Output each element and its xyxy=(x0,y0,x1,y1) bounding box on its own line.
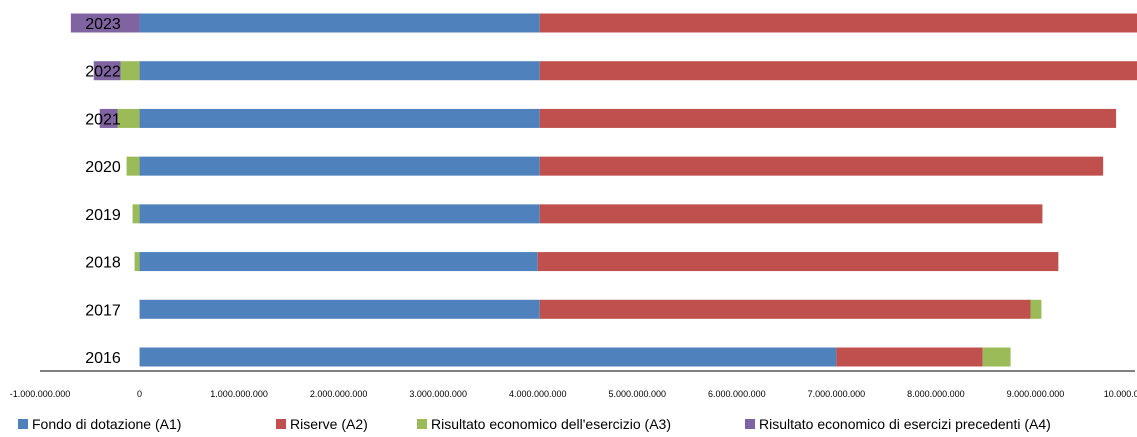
bar-2021-s2 xyxy=(539,108,1117,128)
bar-2019-s2 xyxy=(539,204,1043,224)
bar-2017-s2 xyxy=(539,299,1031,319)
bar-2020-s3 xyxy=(126,156,140,176)
x-tick-label: 7.000.000.000 xyxy=(808,389,866,399)
legend-label-a1: Fondo di dotazione (A1) xyxy=(32,416,182,432)
chart-legend: Fondo di dotazione (A1) Riserve (A2) Ris… xyxy=(0,416,1137,436)
category-label-2022: 2022 xyxy=(85,64,121,81)
x-tick-label: 1.000.000.000 xyxy=(210,389,268,399)
bar-2018-s1 xyxy=(139,252,538,272)
bar-2017-s1 xyxy=(139,299,540,319)
bar-2018-s3 xyxy=(134,252,140,272)
bar-2019-s1 xyxy=(139,204,540,224)
legend-label-a3: Risultato economico dell'esercizio (A3) xyxy=(431,416,671,432)
legend-item-a4: Risultato economico di esercizi preceden… xyxy=(745,416,1051,432)
bar-2021-s3 xyxy=(117,108,140,128)
x-tick-label: 3.000.000.000 xyxy=(409,389,467,399)
x-tick-label: 8.000.000.000 xyxy=(907,389,965,399)
bar-2023-s1 xyxy=(139,13,540,33)
legend-swatch-a3 xyxy=(417,419,427,429)
category-label-2020: 2020 xyxy=(85,159,121,176)
bar-2023-s4 xyxy=(70,13,140,33)
legend-swatch-a4 xyxy=(745,419,755,429)
bar-2016-s2 xyxy=(836,347,983,367)
category-label-2016: 2016 xyxy=(85,350,121,367)
bar-2018-s2 xyxy=(537,252,1059,272)
category-label-2019: 2019 xyxy=(85,207,121,224)
x-tick-label: 5.000.000.000 xyxy=(608,389,666,399)
legend-label-a4: Risultato economico di esercizi preceden… xyxy=(759,416,1051,432)
bar-2022-s1 xyxy=(139,61,540,81)
bar-2021-s1 xyxy=(139,108,540,128)
legend-item-a3: Risultato economico dell'esercizio (A3) xyxy=(417,416,671,432)
x-tick-label: 10.000.000.000 xyxy=(1104,389,1137,399)
x-tick-label: 6.000.000.000 xyxy=(708,389,766,399)
bar-2022-s3 xyxy=(120,61,140,81)
category-label-2021: 2021 xyxy=(85,111,121,128)
x-tick-label: -1.000.000.000 xyxy=(10,389,71,399)
bar-2023-s2 xyxy=(539,13,1137,33)
legend-label-a2: Riserve (A2) xyxy=(290,416,368,432)
bar-2016-s3 xyxy=(982,347,1011,367)
legend-swatch-a1 xyxy=(18,419,28,429)
x-tick-label: 9.000.000.000 xyxy=(1007,389,1065,399)
bar-2020-s2 xyxy=(539,156,1104,176)
x-tick-label: 4.000.000.000 xyxy=(509,389,567,399)
x-tick-label: 0 xyxy=(137,389,142,399)
x-tick-label: 2.000.000.000 xyxy=(310,389,368,399)
bar-2022-s2 xyxy=(539,61,1137,81)
legend-item-a2: Riserve (A2) xyxy=(276,416,368,432)
bar-2020-s1 xyxy=(139,156,540,176)
bar-2019-s3 xyxy=(132,204,140,224)
legend-item-a1: Fondo di dotazione (A1) xyxy=(18,416,181,432)
bar-2017-s3 xyxy=(1030,299,1042,319)
bar-2016-s1 xyxy=(139,347,837,367)
bar-2022-s4 xyxy=(93,61,121,81)
bar-2021-s4 xyxy=(99,108,118,128)
category-label-2023: 2023 xyxy=(85,16,121,33)
legend-swatch-a2 xyxy=(276,419,286,429)
category-label-2017: 2017 xyxy=(85,302,121,319)
category-label-2018: 2018 xyxy=(85,255,121,272)
